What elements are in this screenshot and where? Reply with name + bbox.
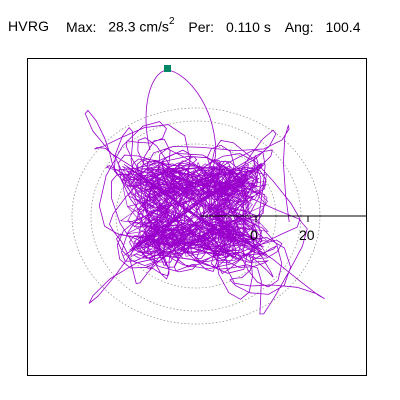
period-metric: Per: 0.110 s [188,19,270,35]
period-label: Per: [188,18,215,35]
orbit-trace-core [118,161,269,258]
angle-value: 100.4 [325,18,361,35]
max-amplitude-marker [164,65,171,72]
angle-metric: Ang: 100.4 [285,19,361,35]
axis-tick-label-twenty: 20 [299,227,315,243]
orbit-trace-peak-lobe [145,69,217,206]
max-value: 28.3 cm/s [108,18,169,35]
max-unit-superscript: 2 [168,16,175,27]
max-label: Max: [66,18,97,35]
axis-tick-label-zero: 0 [250,227,258,243]
max-metric: Max: 28.3 cm/s2 [66,16,175,35]
metrics-row: Max: 28.3 cm/s2 Per: 0.110 s Ang: 100.4 [66,16,371,35]
period-value: 0.110 s [225,18,271,35]
station-code: HVRG [8,18,50,34]
angle-label: Ang: [284,18,314,35]
particle-motion-traces [84,69,325,315]
plot-header: HVRG Max: 28.3 cm/s2 Per: 0.110 s Ang: 1… [0,8,400,48]
